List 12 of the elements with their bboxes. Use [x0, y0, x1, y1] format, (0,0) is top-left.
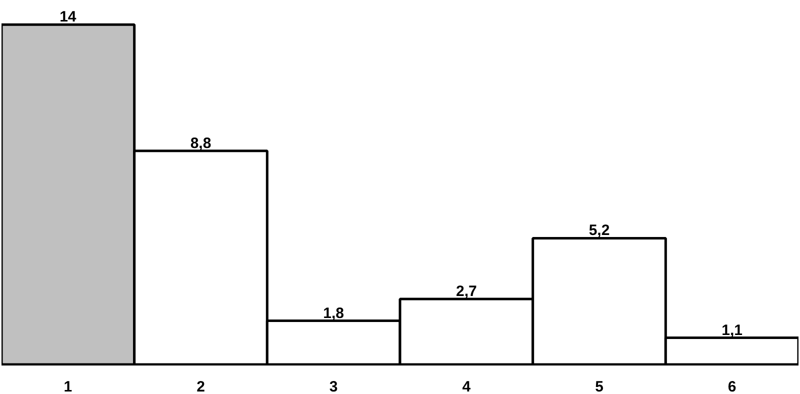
x-tick-label: 4: [462, 378, 472, 394]
data-label: 14: [60, 8, 77, 26]
data-label: 2,7: [456, 282, 477, 300]
x-tick-label: 1: [64, 378, 72, 394]
data-label: 5,2: [588, 222, 610, 240]
x-tick-label: 2: [196, 378, 205, 394]
data-label: 1,8: [323, 304, 344, 322]
x-tick-label: 3: [329, 378, 338, 394]
x-tick-label: 5: [595, 378, 604, 394]
x-tick-label: 6: [728, 378, 736, 394]
data-label: 8,8: [190, 134, 212, 152]
data-label: 1,1: [722, 322, 743, 339]
